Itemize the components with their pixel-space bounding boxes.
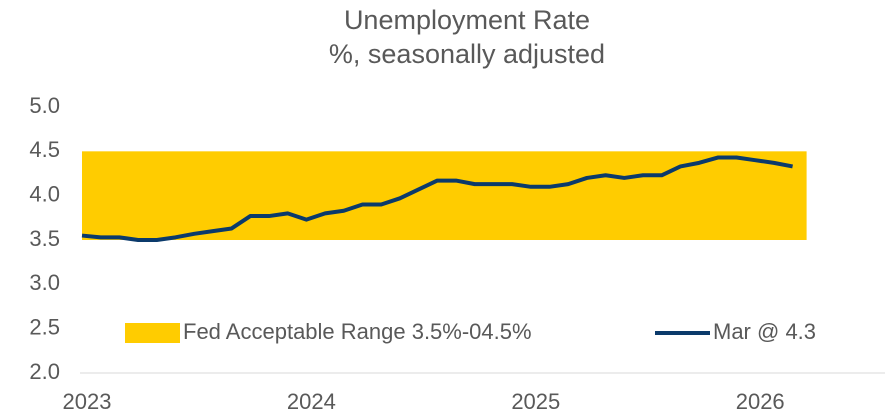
x-tick-label: 2026 (736, 389, 785, 414)
y-tick-label: 2.0 (29, 359, 60, 384)
y-tick-label: 3.0 (29, 270, 60, 295)
chart-title: Unemployment Rate (344, 5, 590, 35)
x-tick-label: 2025 (511, 389, 560, 414)
y-tick-label: 3.5 (29, 226, 60, 251)
line (81, 155, 793, 242)
y-tick-label: 4.0 (29, 181, 60, 206)
legend-label: Fed Acceptable Range 3.5%-04.5% (183, 319, 532, 344)
y-tick-label: 4.5 (29, 137, 60, 162)
y-tick-label: 5.0 (29, 93, 60, 118)
y-tick-label: 2.5 (29, 314, 60, 339)
legend-label: Mar @ 4.3 (713, 319, 816, 344)
x-tick-label: 2023 (63, 389, 112, 414)
x-tick-label: 2024 (287, 389, 336, 414)
chart-subtitle: %, seasonally adjusted (329, 39, 605, 69)
legend-swatch (125, 323, 180, 343)
